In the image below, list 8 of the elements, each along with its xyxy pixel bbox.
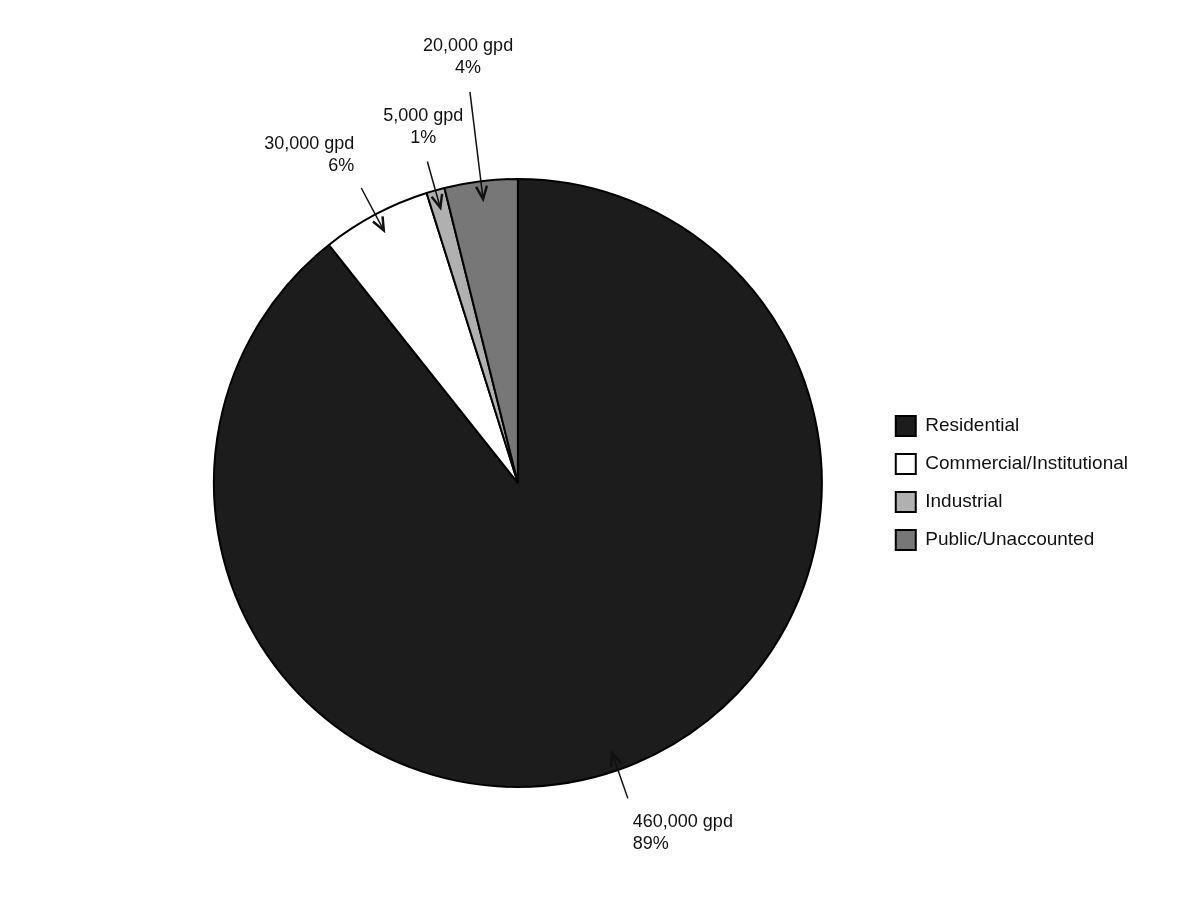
data-label: 20,000 gpd 4% [423,35,514,78]
data-label: 30,000 gpd 6% [264,132,355,175]
data-label: 460,000 gpd 89% [632,810,733,853]
legend-label: Residential [925,414,1020,436]
legend-label: Industrial [925,490,1003,512]
legend-label: Commercial/Institutional [925,452,1129,474]
data-label: 5,000 gpd 1% [383,105,464,148]
legend-label: Public/Unaccounted [925,528,1095,550]
